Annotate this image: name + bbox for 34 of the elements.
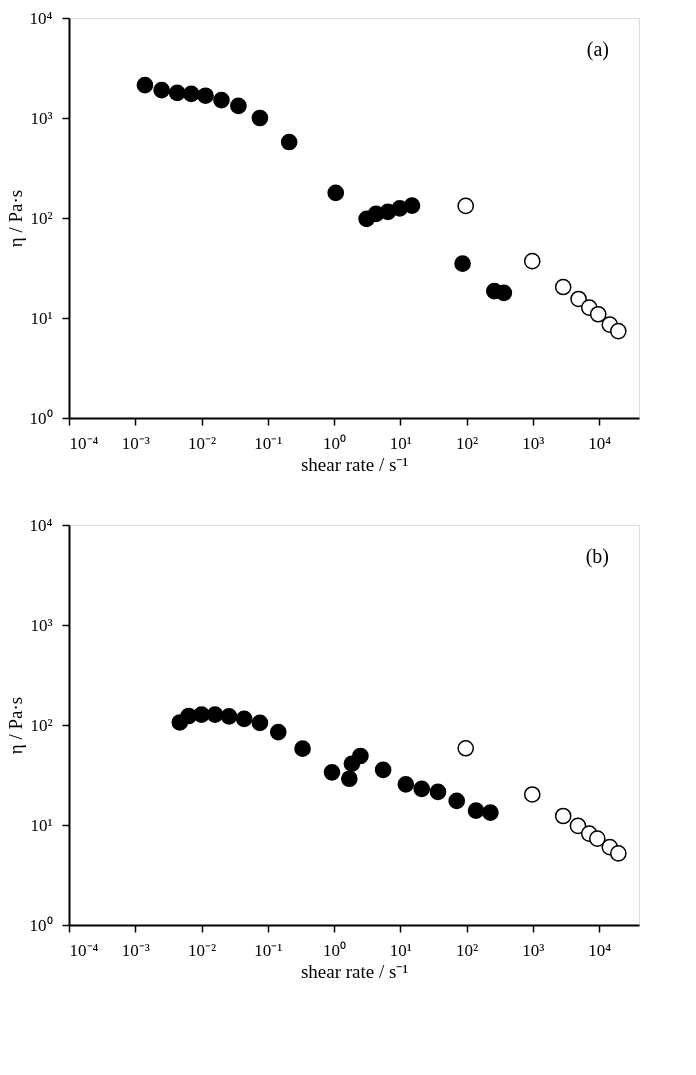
y-tick-label: 10² xyxy=(30,208,53,228)
x-tick-label: 10³ xyxy=(522,433,545,453)
y-tick-label: 10¹ xyxy=(30,308,53,328)
y-tick-label: 10² xyxy=(30,715,53,735)
x-tick-label: 10⁻¹ xyxy=(254,433,283,453)
x-tick-label: 10⁴ xyxy=(588,433,612,453)
y-tick-label: 10⁰ xyxy=(29,408,53,428)
x-tick-label: 10⁰ xyxy=(323,433,347,453)
x-tick-label: 10³ xyxy=(522,940,545,960)
x-tick-label: 10² xyxy=(456,433,479,453)
y-tick-label: 10⁴ xyxy=(29,515,53,535)
x-axis-title: shear rate / s⁻¹ xyxy=(300,960,409,982)
annotation: (a) xyxy=(586,38,609,61)
y-axis-title: η / Pa·s xyxy=(4,189,26,248)
x-tick-label: 10⁻² xyxy=(187,433,217,453)
y-axis-title: η / Pa·s xyxy=(4,696,26,755)
y-tick-label: 10⁰ xyxy=(29,915,53,935)
x-tick-label: 10⁻³ xyxy=(121,940,150,960)
y-tick-label: 10⁴ xyxy=(29,8,53,28)
x-tick-label: 10⁻¹ xyxy=(254,940,283,960)
y-tick-label: 10¹ xyxy=(30,815,53,835)
x-tick-label: 10⁰ xyxy=(323,940,347,960)
x-tick-label: 10⁻² xyxy=(187,940,217,960)
x-axis-title: shear rate / s⁻¹ xyxy=(300,453,409,475)
x-tick-label: 10¹ xyxy=(389,940,412,960)
x-tick-label: 10⁻⁴ xyxy=(69,940,99,960)
y-tick-label: 10³ xyxy=(30,108,53,128)
x-tick-label: 10⁻³ xyxy=(121,433,150,453)
y-tick-label: 10³ xyxy=(30,615,53,635)
x-tick-label: 10² xyxy=(456,940,479,960)
x-tick-label: 10¹ xyxy=(389,433,412,453)
x-tick-label: 10⁴ xyxy=(588,940,612,960)
x-tick-label: 10⁻⁴ xyxy=(69,433,99,453)
annotation: (b) xyxy=(585,545,609,568)
